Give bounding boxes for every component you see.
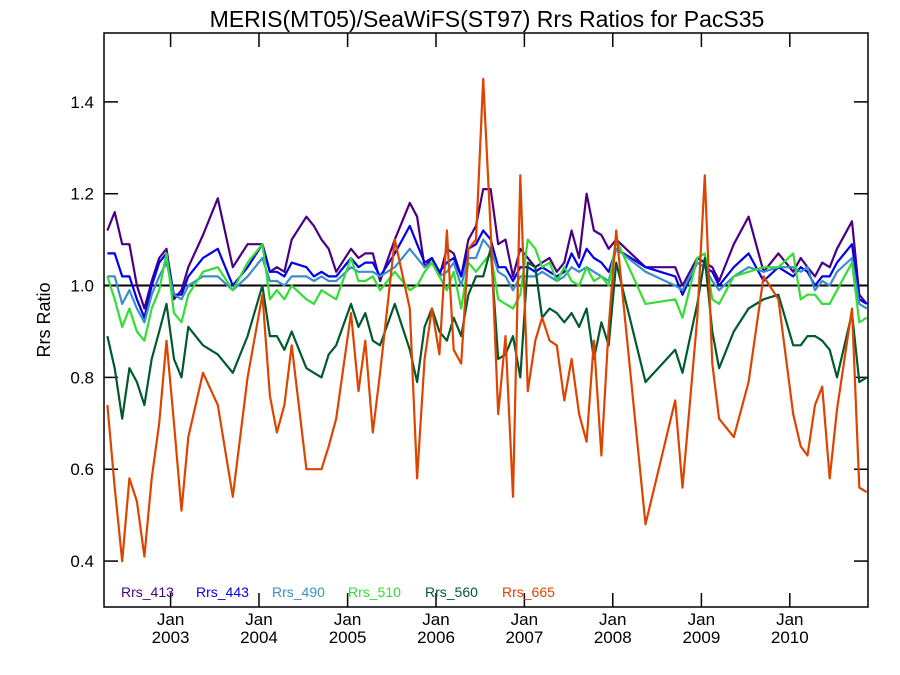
series-lines <box>106 77 868 563</box>
x-tick-label-year: 2005 <box>329 628 367 647</box>
series-line-rrs-490 <box>107 238 868 324</box>
x-tick-label-year: 2004 <box>240 628 278 647</box>
x-tick-label-year: 2007 <box>505 628 543 647</box>
x-tick-label-year: 2003 <box>152 628 190 647</box>
legend-item-rrs-665: Rrs_665 <box>502 584 555 600</box>
y-axis: 0.4 0.6 0.8 1.0 1.2 1.4 <box>70 93 868 571</box>
chart-title: MERIS(MT05)/SeaWiFS(ST97) Rrs Ratios for… <box>210 6 765 32</box>
series-line-rrs-443 <box>107 224 868 319</box>
plot-frame <box>103 32 869 608</box>
legend-item-rrs-413: Rrs_413 <box>121 584 174 600</box>
x-tick-label-year: 2010 <box>771 628 809 647</box>
series-line-rrs-665 <box>106 77 868 563</box>
x-axis: Jan2003Jan2004Jan2005Jan2006Jan2007Jan20… <box>152 33 809 647</box>
y-axis-label: Rrs Ratio <box>34 282 54 357</box>
series-line-rrs-560 <box>106 247 868 420</box>
x-tick-label-year: 2008 <box>594 628 632 647</box>
y-tick-label: 0.4 <box>70 552 94 571</box>
series-line-rrs-413 <box>106 188 868 310</box>
y-tick-label: 1.2 <box>70 185 94 204</box>
x-tick-label-month: Jan <box>599 610 626 629</box>
legend-item-rrs-510: Rrs_510 <box>348 584 401 600</box>
series-line-rrs-510 <box>106 238 868 342</box>
legend: Rrs_413 Rrs_443 Rrs_490 Rrs_510 Rrs_560 Rrs_6… <box>121 584 555 600</box>
y-tick-label: 0.6 <box>70 460 94 479</box>
y-tick-label: 0.8 <box>70 368 94 387</box>
y-tick-label: 1.0 <box>70 277 94 296</box>
x-tick-label-month: Jan <box>334 610 361 629</box>
legend-item-rrs-560: Rrs_560 <box>425 584 478 600</box>
x-tick-label-month: Jan <box>157 610 184 629</box>
x-tick-label-month: Jan <box>776 610 803 629</box>
x-tick-label-year: 2009 <box>682 628 720 647</box>
x-tick-label-month: Jan <box>422 610 449 629</box>
x-tick-label-month: Jan <box>688 610 715 629</box>
x-tick-label-year: 2006 <box>417 628 455 647</box>
plot-border <box>103 32 869 608</box>
x-tick-label-month: Jan <box>245 610 272 629</box>
legend-item-rrs-490: Rrs_490 <box>272 584 325 600</box>
y-tick-label: 1.4 <box>70 93 94 112</box>
x-tick-label-month: Jan <box>511 610 538 629</box>
legend-item-rrs-443: Rrs_443 <box>196 584 249 600</box>
